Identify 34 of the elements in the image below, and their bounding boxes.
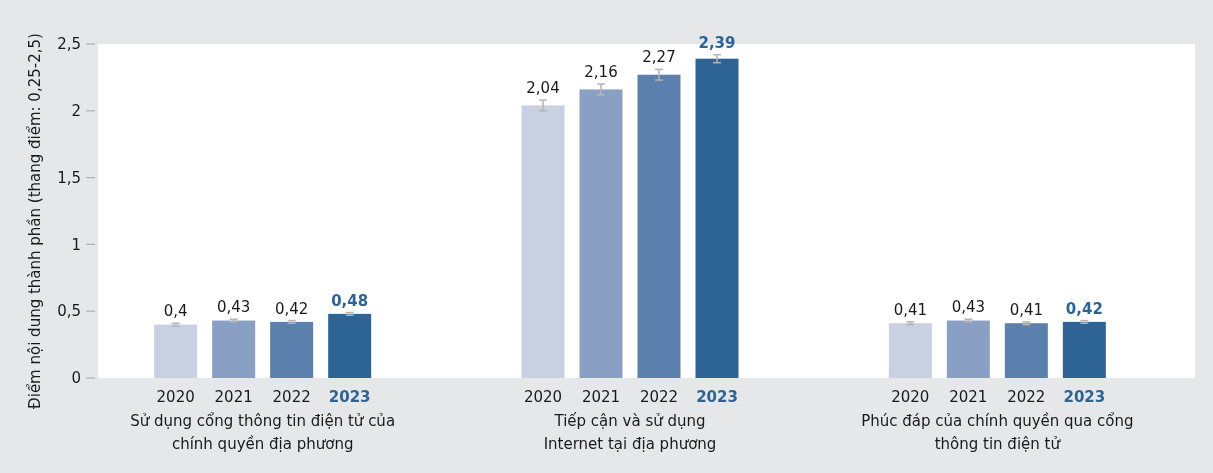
series-label: 2021 <box>214 388 253 406</box>
text: 2020 <box>523 388 563 406</box>
text: 2020 <box>891 388 930 406</box>
y-axis-title: Điểm nội dung thành phần (thang điểm: 0,25-2,5) <box>26 33 44 409</box>
data-label: 0,42 <box>274 299 309 318</box>
data-label: 0,48 <box>331 291 369 310</box>
data-label: 0,4 <box>163 302 188 321</box>
data-label: 0,43 <box>216 298 251 317</box>
x-tick-label: Tiếp cận và sử dụng Internet tại địa phương <box>543 412 717 453</box>
y-tick-label: 2 <box>71 102 81 121</box>
data-label: 2,39 <box>698 33 736 52</box>
data-label: 2,27 <box>642 48 676 67</box>
text: 2021 <box>581 388 621 406</box>
y-tick-label: 0,5 <box>57 302 81 321</box>
text: 2022 <box>639 388 679 406</box>
data-label: 2,04 <box>526 79 560 98</box>
text: 2023 <box>1063 388 1106 406</box>
data-label: 0,41 <box>893 300 928 319</box>
data-label: 2,16 <box>584 63 618 82</box>
series-label: 2022 <box>272 388 311 406</box>
series-label: 2020 <box>156 388 195 406</box>
data-label: 0,41 <box>1009 300 1044 319</box>
y-tick-label: 2,5 <box>57 35 81 54</box>
x-tick-label: Phúc đáp của chính quyền qua cổng thông tin điện tử <box>861 412 1134 453</box>
text: 2021 <box>949 388 988 406</box>
y-tick-label: 0 <box>71 369 81 388</box>
x-tick-label: Sử dụng cổng thông tin điện tử của chính quyền địa phương <box>130 412 396 453</box>
data-label: 0,42 <box>1065 299 1103 318</box>
y-tick-label: 1,5 <box>57 168 81 187</box>
data-label: 0,43 <box>951 298 986 317</box>
text: 2022 <box>1007 388 1046 406</box>
y-tick-label: 1 <box>71 235 81 254</box>
series-label: 2023 <box>328 388 371 406</box>
text: 2023 <box>696 388 738 406</box>
